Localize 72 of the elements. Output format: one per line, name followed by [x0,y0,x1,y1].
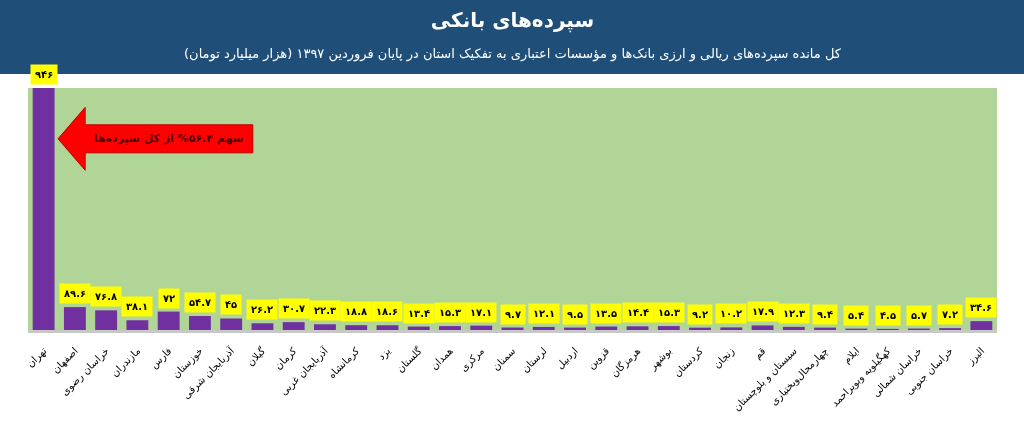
bar [63,307,86,330]
x-tick-label: کرمانشاه [326,345,362,381]
data-label: ۳۸.۱ [126,301,149,312]
bar [220,318,243,330]
data-label: ۱۳.۵ [595,308,618,319]
data-label: ۳۰.۷ [283,303,306,314]
data-label: ۹.۵ [567,309,584,320]
data-label: ۱۸.۸ [345,306,368,317]
bar [470,325,493,330]
bar [282,322,305,330]
data-label: ۹.۷ [505,309,522,320]
annotation: سهم ۵۶.۴% از کل سپرده‌ها [94,132,244,145]
x-tick-label: فارس [148,345,174,371]
x-tick-label: همدان [428,345,455,372]
x-tick-label: سمنان [490,345,518,373]
data-label: ۱۰.۲ [720,308,743,319]
bar [439,326,461,330]
x-tick-label: کرمان [272,345,299,372]
data-label: ۵.۴ [848,310,865,321]
data-label: ۷۲ [163,293,176,304]
data-label: ۱۷.۹ [752,306,775,317]
x-tick-label: یزد [375,345,393,362]
data-label: ۷.۲ [942,309,959,320]
bar [720,327,743,330]
bar [251,323,274,330]
data-label: ۸۹.۶ [64,288,87,299]
data-label: ۲۲.۳ [314,305,337,316]
x-tick-label: گیلان [244,345,268,368]
x-tick-label: تهران [24,345,50,370]
x-tick-label: زنجان [711,345,737,371]
data-label: ۱۵.۳ [439,307,462,318]
x-tick-label: ایلام [840,345,862,366]
x-tick-label: مازندران [108,345,143,379]
chart-subtitle: کل مانده سپرده‌های ریالی و ارزی بانک‌ها و مؤسسات اعتباری به تفکیک استان در پایان فروردین ۱۳۹۷ (هزار میلیارد تومان) [184,46,842,63]
x-tick-label: اردبیل [554,345,580,371]
bar [657,326,680,330]
bar [32,88,55,330]
x-tick-label: گلستان [394,345,424,375]
bar [626,326,649,330]
x-tick-label: مرکزی [457,345,487,374]
bar [376,325,399,330]
x-tick-label: لرستان [519,345,549,375]
data-label: ۹.۴ [817,309,834,320]
chart-title: سپرده‌های بانکی [430,8,595,33]
bar [751,325,774,330]
data-label: ۴۵ [225,299,238,310]
data-label: ۱۸.۶ [376,306,399,317]
bar [95,310,118,330]
data-label: ۱۲.۱ [533,308,556,319]
bar [126,320,149,330]
bar [532,326,555,330]
data-label: ۴.۵ [880,310,897,321]
data-label: ۱۵.۳ [658,307,681,318]
data-label: ۵۴.۷ [189,297,212,308]
bar [782,326,805,330]
data-label: ۹۴۶ [35,69,54,80]
data-label: ۱۴.۴ [627,307,650,318]
bar [970,321,993,330]
x-tick-label: قم [751,345,769,362]
data-label: ۱۳.۴ [408,308,431,319]
bar [345,325,368,330]
data-label: ۵.۷ [911,310,928,321]
bar [188,316,211,330]
data-label: ۷۶.۸ [95,291,118,302]
x-tick-label: البرز [964,345,987,368]
bar [314,324,336,330]
data-label: ۳۴.۶ [970,302,993,313]
data-label: ۹.۲ [692,309,709,320]
data-label: ۱۷.۱ [470,307,493,318]
data-label: ۲۶.۲ [251,304,274,315]
data-label: ۱۲.۳ [783,308,806,319]
x-tick-label: اصفهان [49,345,81,376]
